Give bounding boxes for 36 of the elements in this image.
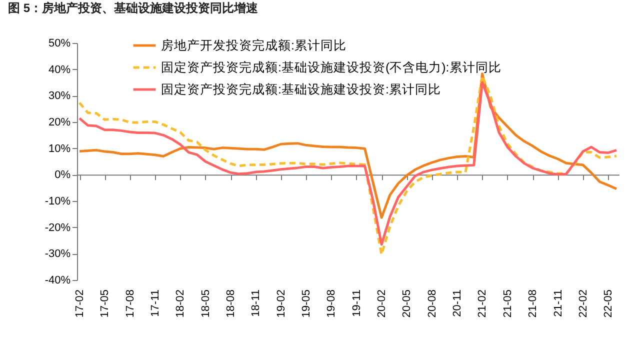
y-tick-label: 30% <box>48 90 71 102</box>
legend-label: 房地产开发投资完成额:累计同比 <box>161 38 346 52</box>
x-tick-label: 19-11 <box>350 290 363 317</box>
x-tick-label: 20-02 <box>376 290 388 318</box>
x-tick-label: 21-11 <box>552 290 564 317</box>
x-tick-label: 19-02 <box>275 290 288 318</box>
x-tick-label: 17-11 <box>150 290 162 317</box>
x-tick-label: 21-05 <box>502 290 514 318</box>
x-tick-label: 20-08 <box>426 290 438 318</box>
chart-title: 图 5：房地产投资、基础设施建设投资同比增速 <box>8 1 260 15</box>
legend-label: 固定资产投资完成额:基础设施建设投资:累计同比 <box>161 82 441 96</box>
y-tick-label: -20% <box>44 222 71 234</box>
x-tick-label: 17-08 <box>124 290 136 318</box>
y-tick-label: 50% <box>48 38 71 50</box>
x-tick-label: 21-08 <box>527 290 540 318</box>
y-tick-label: -40% <box>44 274 71 286</box>
x-tick-label: 17-05 <box>99 290 112 318</box>
x-tick-label: 20-11 <box>452 290 464 317</box>
x-tick-label: 18-11 <box>250 290 262 317</box>
x-tick-label: 19-08 <box>326 290 338 318</box>
y-tick-label: 10% <box>48 142 71 155</box>
y-tick-label: 40% <box>48 64 71 76</box>
x-tick-label: 20-05 <box>401 290 414 318</box>
x-tick-label: 22-05 <box>602 290 615 318</box>
legend-label: 固定资产投资完成额:基础设施建设投资(不含电力):累计同比 <box>161 60 502 74</box>
y-tick-label: 0% <box>54 169 71 182</box>
x-tick-label: 22-02 <box>577 290 590 318</box>
y-tick-label: 20% <box>48 116 71 128</box>
x-tick-label: 18-05 <box>200 290 212 318</box>
y-tick-label: -10% <box>44 196 71 208</box>
y-tick-label: -30% <box>44 248 71 260</box>
x-tick-label: 17-02 <box>74 290 86 318</box>
x-tick-label: 18-02 <box>174 290 187 318</box>
x-tick-label: 19-05 <box>300 290 313 318</box>
x-tick-label: 18-08 <box>225 290 238 318</box>
x-tick-label: 21-02 <box>476 290 489 318</box>
